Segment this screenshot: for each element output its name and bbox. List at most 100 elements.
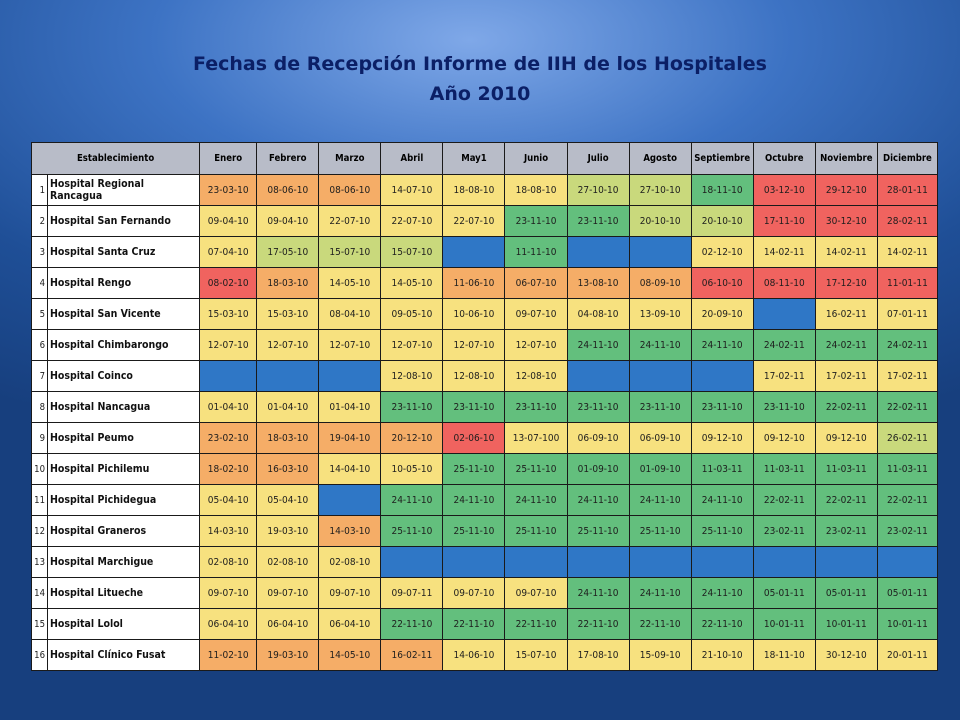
column-header: Enero: [199, 142, 258, 175]
date-cell: 03-12-10: [752, 174, 816, 206]
date-cell: 12-07-10: [442, 329, 506, 361]
date-cell: 10-06-10: [442, 298, 506, 330]
date-cell: 18-03-10: [256, 267, 320, 299]
date-cell: [442, 236, 506, 268]
date-cell: 09-04-10: [256, 205, 320, 237]
date-cell: 24-11-10: [380, 484, 444, 516]
row-number: 16: [30, 639, 49, 671]
date-cell: 22-07-10: [380, 205, 444, 237]
date-cell: 09-04-10: [199, 205, 258, 237]
hospital-name: Hospital Regional Rancagua: [47, 174, 201, 206]
date-cell: 20-10-10: [690, 205, 754, 237]
date-cell: 24-11-10: [690, 329, 754, 361]
date-cell: [318, 484, 382, 516]
table-row: 3 Hospital Santa Cruz 07-04-10 17-05-10 15-0…: [30, 236, 939, 268]
date-cell: 24-11-10: [628, 329, 692, 361]
date-cell: 14-02-11: [814, 236, 878, 268]
column-header: Diciembre: [876, 142, 939, 175]
hospital-name: Hospital Marchigue: [47, 546, 201, 578]
date-cell: 14-04-10: [318, 453, 382, 485]
date-cell: 02-08-10: [318, 546, 382, 578]
date-cell: 01-04-10: [256, 391, 320, 423]
date-cell: 15-07-10: [504, 639, 568, 671]
column-header: Noviembre: [814, 142, 878, 175]
date-cell: 22-11-10: [504, 608, 568, 640]
date-cell: 24-02-11: [814, 329, 878, 361]
row-number: 6: [30, 329, 49, 361]
hospital-name: Hospital Coinco: [47, 360, 201, 392]
date-cell: 14-03-10: [199, 515, 258, 547]
hospital-name: Hospital Rengo: [47, 267, 201, 299]
date-cell: 10-01-11: [752, 608, 816, 640]
row-number: 14: [30, 577, 49, 609]
date-cell: [566, 546, 630, 578]
date-cell: 10-05-10: [380, 453, 444, 485]
date-cell: 20-09-10: [690, 298, 754, 330]
row-number: 15: [30, 608, 49, 640]
date-cell: 18-11-10: [752, 639, 816, 671]
hospital-name: Hospital Chimbarongo: [47, 329, 201, 361]
date-cell: 15-07-10: [318, 236, 382, 268]
date-cell: 13-09-10: [628, 298, 692, 330]
date-cell: 09-07-10: [318, 577, 382, 609]
date-cell: 06-04-10: [199, 608, 258, 640]
date-cell: 11-03-11: [876, 453, 939, 485]
date-cell: 18-08-10: [442, 174, 506, 206]
date-cell: 23-11-10: [566, 391, 630, 423]
hospital-name: Hospital Pichilemu: [47, 453, 201, 485]
date-cell: 24-11-10: [690, 577, 754, 609]
date-cell: [318, 360, 382, 392]
date-cell: 10-01-11: [814, 608, 878, 640]
column-header: Establecimiento: [30, 142, 201, 175]
date-cell: 23-02-11: [814, 515, 878, 547]
hospital-name: Hospital Litueche: [47, 577, 201, 609]
date-cell: 08-06-10: [256, 174, 320, 206]
date-cell: 02-08-10: [256, 546, 320, 578]
date-cell: 19-03-10: [256, 515, 320, 547]
date-cell: 12-07-10: [380, 329, 444, 361]
date-cell: 11-06-10: [442, 267, 506, 299]
page-subtitle: Año 2010: [429, 83, 531, 105]
date-cell: 15-03-10: [256, 298, 320, 330]
date-cell: 02-06-10: [442, 422, 506, 454]
date-cell: 17-11-10: [752, 205, 816, 237]
table-row: 9 Hospital Peumo 23-02-10 18-03-10 19-04-10 2…: [30, 422, 939, 454]
date-cell: 22-02-11: [752, 484, 816, 516]
date-cell: 23-11-10: [690, 391, 754, 423]
date-cell: 24-11-10: [566, 329, 630, 361]
date-cell: 29-12-10: [814, 174, 878, 206]
date-cell: 01-04-10: [318, 391, 382, 423]
date-cell: 18-11-10: [690, 174, 754, 206]
date-cell: 19-04-10: [318, 422, 382, 454]
date-cell: 12-08-10: [442, 360, 506, 392]
date-cell: [690, 360, 754, 392]
table-row: 12 Hospital Graneros 14-03-10 19-03-10 14-03…: [30, 515, 939, 547]
date-cell: 24-11-10: [504, 484, 568, 516]
date-cell: 22-07-10: [442, 205, 506, 237]
table-row: 14 Hospital Litueche 09-07-10 09-07-10 09-07…: [30, 577, 939, 609]
date-cell: 11-02-10: [199, 639, 258, 671]
date-cell: 09-07-10: [442, 577, 506, 609]
date-cell: [566, 236, 630, 268]
date-cell: 12-08-10: [504, 360, 568, 392]
row-number: 4: [30, 267, 49, 299]
date-cell: 09-12-10: [690, 422, 754, 454]
date-cell: 22-11-10: [690, 608, 754, 640]
date-cell: 16-02-11: [380, 639, 444, 671]
row-number: 11: [30, 484, 49, 516]
date-cell: 28-02-11: [876, 205, 939, 237]
date-cell: [504, 546, 568, 578]
date-cell: [814, 546, 878, 578]
date-cell: 12-08-10: [380, 360, 444, 392]
date-cell: 22-11-10: [628, 608, 692, 640]
date-cell: [628, 360, 692, 392]
date-cell: 26-02-11: [876, 422, 939, 454]
date-cell: 21-10-10: [690, 639, 754, 671]
row-number: 3: [30, 236, 49, 268]
date-cell: 06-10-10: [690, 267, 754, 299]
hospital-report-table: Establecimiento Enero Febrero Marzo Abril May…: [30, 142, 939, 671]
date-cell: 05-04-10: [199, 484, 258, 516]
date-cell: 24-11-10: [628, 577, 692, 609]
row-number: 8: [30, 391, 49, 423]
date-cell: [380, 546, 444, 578]
